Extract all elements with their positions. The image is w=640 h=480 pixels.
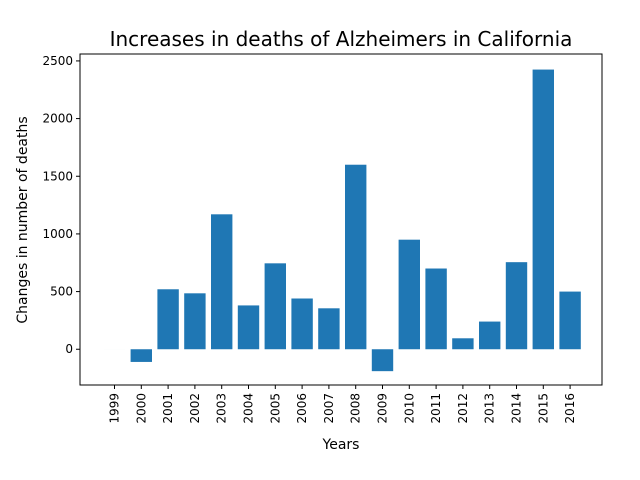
y-tick-label: 1000 — [42, 227, 73, 241]
y-tick-label: 1500 — [42, 169, 73, 183]
bar-2015 — [532, 69, 554, 350]
x-tick-label: 2004 — [242, 393, 256, 424]
bar-2003 — [211, 214, 233, 350]
x-axis-label: Years — [322, 437, 360, 453]
bar-2007 — [318, 308, 340, 350]
x-tick-label: 2003 — [215, 393, 229, 424]
bar-2001 — [157, 289, 179, 350]
bar-2016 — [559, 291, 581, 350]
bar-2000 — [130, 349, 152, 362]
x-tick-label: 2015 — [536, 393, 550, 424]
y-tick-label: 2000 — [42, 112, 73, 126]
bar-2002 — [184, 293, 206, 350]
bar-2011 — [425, 268, 447, 350]
x-tick-label: 2014 — [510, 393, 524, 424]
x-tick-label: 2010 — [402, 393, 416, 424]
x-tick-label: 2011 — [429, 393, 443, 424]
x-tick-label: 2008 — [349, 393, 363, 424]
bars-group — [103, 69, 581, 372]
y-axis-ticks: 0 500 1000 1500 2000 2500 — [42, 54, 80, 356]
x-tick-label: 2012 — [456, 393, 470, 424]
y-axis-label: Changes in number of deaths — [15, 116, 31, 323]
x-axis-ticks: 1999 2000 2001 2002 2003 2004 2005 2006 2007 2008… — [108, 385, 577, 424]
y-tick-label: 500 — [50, 285, 73, 299]
x-tick-label: 2001 — [161, 393, 175, 424]
y-tick-label: 0 — [65, 342, 73, 356]
bar-2005 — [264, 263, 286, 350]
x-tick-label: 2002 — [188, 393, 202, 424]
bar-2009 — [371, 349, 394, 372]
bar-2012 — [452, 338, 474, 350]
plot-area-frame — [79, 53, 603, 386]
x-tick-label: 2016 — [563, 393, 577, 424]
chart-title: Increases in deaths of Alzheimers in Cal… — [110, 27, 573, 51]
x-tick-label: 2005 — [268, 393, 282, 424]
bar-2004 — [237, 305, 260, 350]
x-tick-label: 2006 — [295, 393, 309, 424]
x-tick-label: 2009 — [376, 393, 390, 424]
y-tick-label: 2500 — [42, 54, 73, 68]
bar-2013 — [479, 321, 501, 350]
bar-2014 — [505, 262, 528, 350]
bar-2010 — [398, 239, 420, 350]
bar-2008 — [345, 164, 367, 350]
x-tick-label: 1999 — [108, 393, 122, 424]
bar-2006 — [291, 298, 313, 350]
x-tick-label: 2007 — [322, 393, 336, 424]
x-tick-label: 2000 — [134, 393, 148, 424]
x-tick-label: 2013 — [483, 393, 497, 424]
